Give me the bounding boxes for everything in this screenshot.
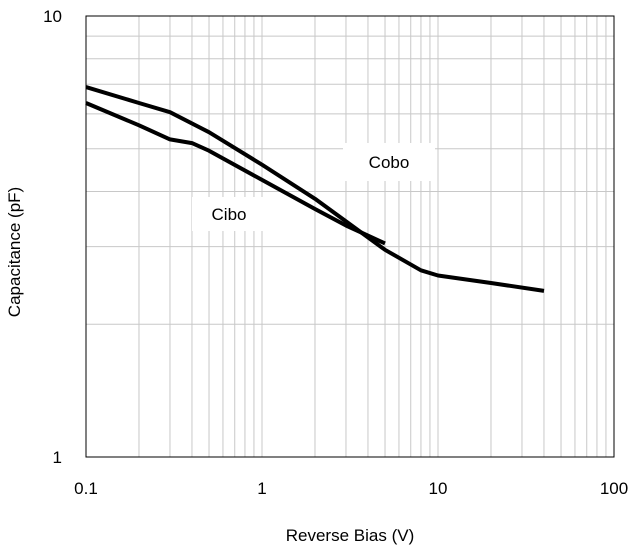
- x-tick-label: 100: [600, 479, 628, 498]
- series-line-cibo: [85, 101, 386, 246]
- cobo-label-bg: [343, 143, 435, 181]
- series-line-cobo: [85, 85, 545, 293]
- x-axis-label: Reverse Bias (V): [286, 526, 414, 545]
- x-tick-label: 0.1: [74, 479, 98, 498]
- y-tick-label: 10: [43, 7, 62, 26]
- y-tick-label: 1: [53, 448, 62, 467]
- y-axis-label: Capacitance (pF): [5, 187, 24, 317]
- annotation-layer: Cobo Cibo: [192, 143, 435, 231]
- x-tick-label: 1: [257, 479, 266, 498]
- x-tick-labels: 0.1 1 10 100: [74, 479, 628, 498]
- y-tick-labels: 1 10: [43, 7, 62, 467]
- cibo-label-bg: [192, 197, 266, 231]
- x-tick-label: 10: [429, 479, 448, 498]
- cibo-label: Cibo: [212, 205, 247, 224]
- series-layer: [85, 85, 545, 293]
- plot-frame: [85, 15, 615, 458]
- cobo-label: Cobo: [369, 153, 410, 172]
- plot-background: [86, 16, 614, 457]
- grid-lines: [86, 16, 614, 457]
